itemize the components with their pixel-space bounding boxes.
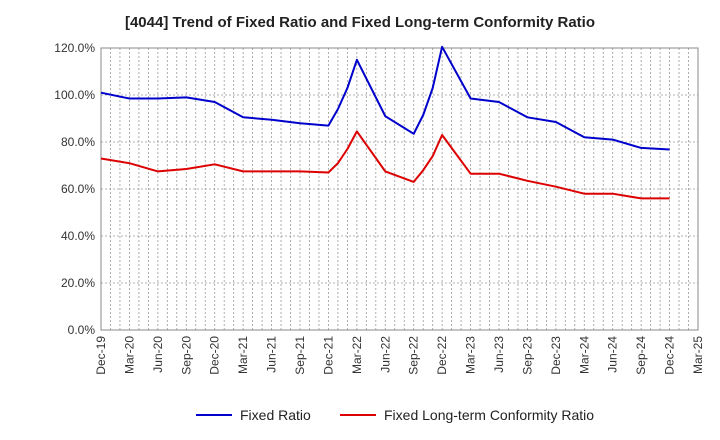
x-tick-label: Mar-25 [691, 336, 705, 374]
legend-label-fixed-ratio: Fixed Ratio [240, 407, 311, 423]
legend-label-fixed-long-term-conformity-ratio: Fixed Long-term Conformity Ratio [384, 407, 595, 423]
x-tick-label: Mar-24 [577, 336, 591, 374]
legend-swatch-fixed-long-term-conformity-ratio [340, 414, 376, 416]
y-axis-ticks: 0.0% 20.0% 40.0% 60.0% 80.0% 100.0% 120.0% [54, 41, 95, 337]
series-lines [100, 45, 670, 200]
legend-item-fixed-long-term-conformity-ratio: Fixed Long-term Conformity Ratio [340, 406, 594, 424]
chart-title: [4044] Trend of Fixed Ratio and Fixed Lo… [124, 14, 596, 31]
y-tick-label: 40.0% [61, 229, 95, 243]
x-tick-label: Sep-23 [520, 336, 534, 375]
x-tick-label: Dec-20 [208, 336, 222, 375]
x-tick-label: Dec-19 [94, 336, 108, 375]
x-tick-label: Dec-23 [549, 336, 563, 375]
x-tick-label: Jun-21 [265, 336, 279, 373]
y-tick-label: 60.0% [61, 182, 95, 196]
x-tick-label: Mar-22 [350, 336, 364, 374]
series-line-fixed-long-term-conformity-ratio [100, 130, 670, 200]
series-line-fixed-ratio [100, 45, 670, 151]
x-axis-ticks: Dec-19 Mar-20 Jun-20 Sep-20 Dec-20 Mar-21 Jun-… [94, 336, 705, 375]
x-tick-label: Jun-24 [606, 336, 620, 373]
x-tick-label: Sep-20 [179, 336, 193, 375]
y-tick-label: 80.0% [61, 135, 95, 149]
x-tick-label: Jun-22 [378, 336, 392, 373]
x-tick-label: Mar-23 [464, 336, 478, 374]
y-tick-label: 100.0% [54, 88, 95, 102]
plot-area [100, 47, 699, 331]
x-tick-label: Sep-22 [407, 336, 421, 375]
x-tick-label: Mar-20 [122, 336, 136, 374]
y-tick-label: 120.0% [54, 41, 95, 55]
x-tick-label: Dec-24 [663, 336, 677, 375]
x-tick-label: Dec-22 [435, 336, 449, 375]
legend: Fixed Ratio Fixed Long-term Conformity R… [0, 406, 720, 424]
y-tick-label: 20.0% [61, 276, 95, 290]
y-tick-label: 0.0% [68, 323, 96, 337]
x-tick-label: Jun-20 [151, 336, 165, 373]
grid [101, 47, 698, 330]
x-tick-label: Mar-21 [236, 336, 250, 374]
legend-item-fixed-ratio: Fixed Ratio [196, 406, 311, 424]
x-tick-label: Sep-21 [293, 336, 307, 375]
legend-swatch-fixed-ratio [196, 414, 232, 416]
x-tick-label: Sep-24 [634, 336, 648, 375]
x-tick-label: Jun-23 [492, 336, 506, 373]
x-tick-label: Dec-21 [321, 336, 335, 375]
